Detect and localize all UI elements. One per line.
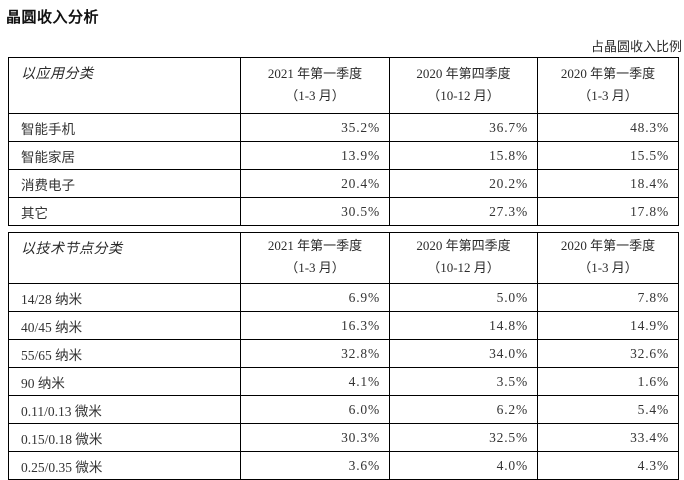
value-cell: 30.3%	[240, 423, 390, 452]
column-header-line1: 2021 年第一季度	[267, 65, 363, 81]
value-cell: 15.8%	[389, 141, 538, 170]
column-header-line2: （10-12 月）	[427, 260, 500, 275]
row-label: 智能手机	[8, 113, 241, 142]
column-header-line1: 2020 年第一季度	[560, 65, 656, 81]
value-cell: 14.8%	[389, 311, 538, 340]
table-row: 14/28 纳米 6.9% 5.0% 7.8%	[8, 283, 679, 312]
value-cell: 7.8%	[537, 283, 679, 312]
row-label: 14/28 纳米	[8, 283, 241, 312]
value-cell: 20.2%	[389, 169, 538, 198]
table-row: 其它 30.5% 27.3% 17.8%	[8, 197, 679, 226]
table-row: 消费电子 20.4% 20.2% 18.4%	[8, 169, 679, 198]
value-cell: 4.0%	[389, 451, 538, 480]
table-row: 0.15/0.18 微米 30.3% 32.5% 33.4%	[8, 423, 679, 452]
value-cell: 33.4%	[537, 423, 679, 452]
table-row: 90 纳米 4.1% 3.5% 1.6%	[8, 367, 679, 396]
row-label: 0.15/0.18 微米	[8, 423, 241, 452]
row-label: 0.25/0.35 微米	[8, 451, 241, 480]
table-row: 智能家居 13.9% 15.8% 15.5%	[8, 141, 679, 170]
value-cell: 35.2%	[240, 113, 390, 142]
table-corner-cell: 以应用分类	[8, 57, 241, 114]
table-row: 0.11/0.13 微米 6.0% 6.2% 5.4%	[8, 395, 679, 424]
table-header-row: 以应用分类 2021 年第一季度 （1-3 月） 2020 年第四季度 （10-…	[8, 57, 679, 114]
column-header-line1: 2020 年第一季度	[560, 238, 656, 253]
value-cell: 15.5%	[537, 141, 679, 170]
value-cell: 30.5%	[240, 197, 390, 226]
column-header-line1: 2020 年第四季度	[416, 65, 511, 81]
value-cell: 14.9%	[537, 311, 679, 340]
value-cell: 6.0%	[240, 395, 390, 424]
value-cell: 18.4%	[537, 169, 679, 198]
application-category-table: 以应用分类 2021 年第一季度 （1-3 月） 2020 年第四季度 （10-…	[8, 57, 679, 226]
column-header: 2021 年第一季度 （1-3 月）	[240, 232, 390, 284]
value-cell: 4.1%	[240, 367, 390, 396]
value-cell: 6.2%	[389, 395, 538, 424]
column-header: 2020 年第一季度 （1-3 月）	[537, 232, 679, 284]
row-label: 消费电子	[8, 169, 241, 198]
value-cell: 3.5%	[389, 367, 538, 396]
value-cell: 27.3%	[389, 197, 538, 226]
row-label: 0.11/0.13 微米	[8, 395, 241, 424]
value-cell: 32.5%	[389, 423, 538, 452]
row-label: 90 纳米	[8, 367, 241, 396]
technology-node-table: 以技术节点分类 2021 年第一季度 （1-3 月） 2020 年第四季度 （1…	[8, 232, 679, 480]
column-header-line1: 2021 年第一季度	[267, 238, 363, 253]
row-label: 智能家居	[8, 141, 241, 170]
table-row: 智能手机 35.2% 36.7% 48.3%	[8, 113, 679, 142]
value-cell: 32.6%	[537, 339, 679, 368]
value-cell: 34.0%	[389, 339, 538, 368]
column-header: 2020 年第一季度 （1-3 月）	[537, 57, 679, 114]
value-cell: 1.6%	[537, 367, 679, 396]
row-label: 其它	[8, 197, 241, 226]
value-cell: 4.3%	[537, 451, 679, 480]
value-cell: 36.7%	[389, 113, 538, 142]
category-header-label: 以技术节点分类	[21, 242, 123, 257]
table-header-row: 以技术节点分类 2021 年第一季度 （1-3 月） 2020 年第四季度 （1…	[8, 232, 679, 284]
column-header-line2: （1-3 月）	[578, 260, 638, 275]
table-row: 55/65 纳米 32.8% 34.0% 32.6%	[8, 339, 679, 368]
value-cell: 32.8%	[240, 339, 390, 368]
row-label: 55/65 纳米	[8, 339, 241, 368]
column-header-line2: （1-3 月）	[578, 87, 638, 103]
value-cell: 5.4%	[537, 395, 679, 424]
value-cell: 17.8%	[537, 197, 679, 226]
value-cell: 13.9%	[240, 141, 390, 170]
row-label: 40/45 纳米	[8, 311, 241, 340]
column-header-line2: （1-3 月）	[285, 87, 345, 103]
value-cell: 20.4%	[240, 169, 390, 198]
value-cell: 3.6%	[240, 451, 390, 480]
column-header: 2021 年第一季度 （1-3 月）	[240, 57, 390, 114]
column-header-line2: （10-12 月）	[427, 87, 500, 103]
column-header-line2: （1-3 月）	[285, 260, 345, 275]
page-title: 晶圆收入分析	[6, 10, 100, 26]
column-header: 2020 年第四季度 （10-12 月）	[389, 232, 538, 284]
category-header-label: 以应用分类	[21, 67, 94, 82]
value-cell: 6.9%	[240, 283, 390, 312]
revenue-share-note: 占晶圆收入比例	[590, 39, 682, 54]
column-header: 2020 年第四季度 （10-12 月）	[389, 57, 538, 114]
value-cell: 48.3%	[537, 113, 679, 142]
value-cell: 16.3%	[240, 311, 390, 340]
column-header-line1: 2020 年第四季度	[416, 238, 511, 253]
table-row: 0.25/0.35 微米 3.6% 4.0% 4.3%	[8, 451, 679, 480]
value-cell: 5.0%	[389, 283, 538, 312]
table-row: 40/45 纳米 16.3% 14.8% 14.9%	[8, 311, 679, 340]
table-corner-cell: 以技术节点分类	[8, 232, 241, 284]
